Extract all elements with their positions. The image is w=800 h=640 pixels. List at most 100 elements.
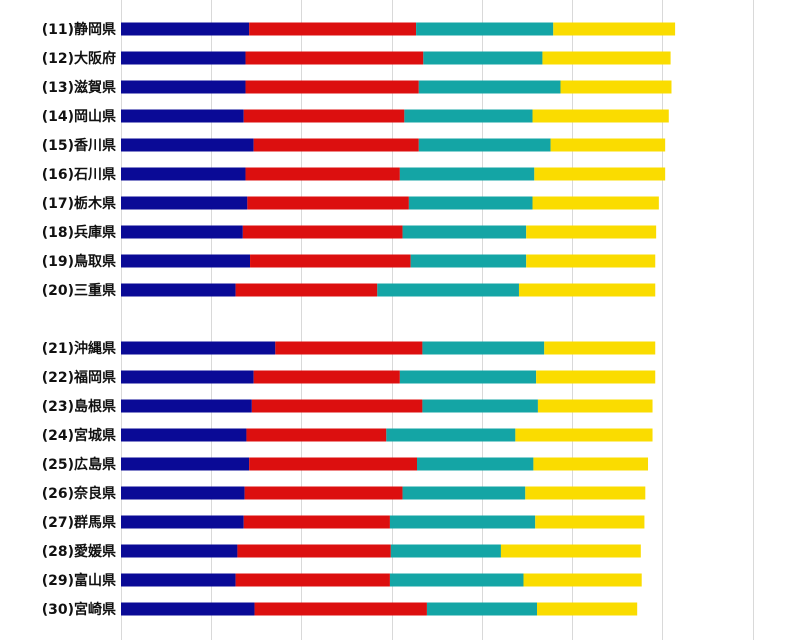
bar-segment-18-0 xyxy=(121,573,236,587)
bar-segment-15-0 xyxy=(121,486,245,500)
bar-segment-3-1 xyxy=(243,109,405,123)
bar-segment-10-0 xyxy=(121,341,276,355)
category-label-10: (21)沖縄県 xyxy=(42,340,116,357)
bar-segment-4-1 xyxy=(253,138,419,152)
bar-segment-14-1 xyxy=(249,457,417,471)
bar-segment-10-2 xyxy=(422,341,545,355)
bar-segment-4-3 xyxy=(550,138,666,152)
bar-segment-19-2 xyxy=(426,602,538,616)
bar-segment-8-2 xyxy=(410,254,527,268)
category-label-2: (13)滋賀県 xyxy=(42,79,116,96)
bar-segment-5-2 xyxy=(399,167,535,181)
bar-segment-19-3 xyxy=(537,602,638,616)
bar-segment-7-2 xyxy=(402,225,527,239)
bar-segment-11-1 xyxy=(253,370,400,384)
bar-segment-14-3 xyxy=(533,457,649,471)
bar-segment-7-1 xyxy=(242,225,403,239)
grid-layer xyxy=(121,0,754,640)
bar-segment-19-0 xyxy=(121,602,255,616)
bar-segment-13-2 xyxy=(386,428,516,442)
bar-segment-7-3 xyxy=(526,225,657,239)
category-label-11: (22)福岡県 xyxy=(42,369,116,386)
bar-segment-11-2 xyxy=(399,370,537,384)
bar-segment-17-0 xyxy=(121,544,238,558)
bar-segment-15-2 xyxy=(402,486,526,500)
bar-segment-10-3 xyxy=(544,341,656,355)
category-label-16: (27)群馬県 xyxy=(42,514,116,531)
bar-segment-15-3 xyxy=(525,486,646,500)
bar-segment-13-1 xyxy=(246,428,387,442)
bar-segment-16-0 xyxy=(121,515,244,529)
bar-segment-0-1 xyxy=(249,22,417,36)
category-label-13: (24)宮城県 xyxy=(42,427,116,444)
bar-layer xyxy=(121,22,676,616)
bar-segment-5-0 xyxy=(121,167,246,181)
bar-segment-1-0 xyxy=(121,51,246,65)
bar-segment-1-1 xyxy=(245,51,424,65)
bar-segment-12-0 xyxy=(121,399,252,413)
bar-segment-18-3 xyxy=(523,573,642,587)
bar-segment-7-0 xyxy=(121,225,243,239)
bar-segment-8-1 xyxy=(250,254,411,268)
category-label-3: (14)岡山県 xyxy=(42,109,116,125)
bar-segment-12-3 xyxy=(537,399,653,413)
bar-segment-6-3 xyxy=(532,196,659,210)
bar-segment-3-3 xyxy=(532,109,669,123)
bar-segment-18-2 xyxy=(389,573,524,587)
bar-segment-19-1 xyxy=(254,602,427,616)
category-label-14: (25)広島県 xyxy=(42,456,116,473)
bar-segment-16-3 xyxy=(535,515,645,529)
bar-segment-3-2 xyxy=(404,109,533,123)
category-label-18: (29)富山県 xyxy=(42,572,116,589)
bar-segment-10-1 xyxy=(275,341,423,355)
bar-segment-17-1 xyxy=(237,544,391,558)
bar-segment-9-0 xyxy=(121,283,236,297)
bar-segment-2-2 xyxy=(418,80,561,94)
bar-segment-4-0 xyxy=(121,138,254,152)
category-label-6: (17)栃木県 xyxy=(42,195,116,212)
bar-segment-17-3 xyxy=(500,544,641,558)
category-label-17: (28)愛媛県 xyxy=(42,543,116,560)
label-layer: (11)静岡県 (12)大阪府 (13)滋賀県 (14)岡山県 (15)香川県 (16)石… xyxy=(42,21,116,618)
category-label-1: (12)大阪府 xyxy=(42,50,116,67)
bar-segment-5-3 xyxy=(534,167,666,181)
bar-segment-2-1 xyxy=(245,80,419,94)
bar-segment-13-0 xyxy=(121,428,247,442)
bar-segment-5-1 xyxy=(245,167,400,181)
category-label-5: (16)石川県 xyxy=(42,167,116,183)
bar-segment-2-0 xyxy=(121,80,246,94)
bar-segment-11-0 xyxy=(121,370,254,384)
bar-segment-8-0 xyxy=(121,254,251,268)
bar-segment-0-2 xyxy=(416,22,554,36)
category-label-8: (19)鳥取県 xyxy=(42,253,116,270)
category-label-0: (11)静岡県 xyxy=(42,21,116,38)
bar-segment-2-3 xyxy=(560,80,672,94)
bar-segment-6-1 xyxy=(247,196,409,210)
bar-segment-0-0 xyxy=(121,22,250,36)
bar-segment-9-2 xyxy=(377,283,519,297)
category-label-19: (30)宮崎県 xyxy=(42,601,116,618)
bar-segment-16-1 xyxy=(243,515,390,529)
bar-segment-13-3 xyxy=(515,428,653,442)
category-label-12: (23)島根県 xyxy=(42,398,116,415)
bar-segment-18-1 xyxy=(235,573,390,587)
bar-segment-8-3 xyxy=(526,254,656,268)
bar-segment-12-1 xyxy=(251,399,423,413)
bar-segment-3-0 xyxy=(121,109,244,123)
category-label-15: (26)奈良県 xyxy=(42,485,116,502)
bar-segment-14-2 xyxy=(417,457,534,471)
bar-segment-1-3 xyxy=(542,51,671,65)
bar-segment-17-2 xyxy=(390,544,501,558)
bar-segment-1-2 xyxy=(423,51,543,65)
bar-segment-16-2 xyxy=(389,515,536,529)
category-label-9: (20)三重県 xyxy=(42,282,116,299)
bar-segment-9-1 xyxy=(235,283,378,297)
bar-segment-6-0 xyxy=(121,196,248,210)
bar-segment-6-2 xyxy=(408,196,533,210)
category-label-4: (15)香川県 xyxy=(42,137,116,154)
bar-segment-0-3 xyxy=(553,22,676,36)
category-label-7: (18)兵庫県 xyxy=(42,224,116,241)
bar-segment-12-2 xyxy=(422,399,538,413)
